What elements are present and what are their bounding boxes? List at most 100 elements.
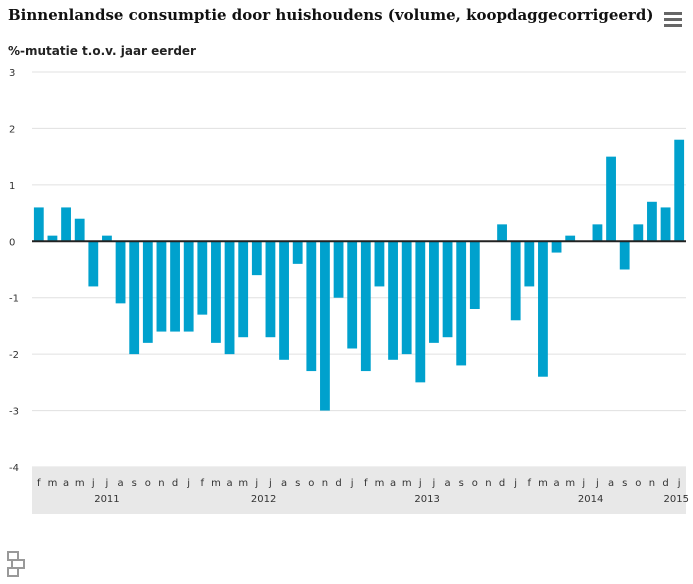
x-tick-label: s xyxy=(459,478,464,489)
x-tick-label: m xyxy=(538,478,548,489)
bar xyxy=(142,241,153,343)
bar xyxy=(33,207,44,242)
x-tick-label: m xyxy=(238,478,248,489)
x-tick-label: j xyxy=(268,478,272,489)
bar xyxy=(292,241,303,264)
x-tick-label: j xyxy=(350,478,354,489)
x-tick-label: n xyxy=(485,478,491,489)
bar xyxy=(388,241,398,360)
bar xyxy=(211,241,221,343)
x-tick-label: j xyxy=(91,478,95,489)
x-tick-label: j xyxy=(254,478,258,489)
x-tick-label: j xyxy=(186,478,190,489)
x-tick-label: o xyxy=(472,478,478,489)
x-tick-label: a xyxy=(63,478,69,489)
bar xyxy=(497,224,507,242)
x-tick-label: m xyxy=(75,478,85,489)
x-axis-band xyxy=(32,467,686,514)
bar xyxy=(606,156,616,242)
bar xyxy=(238,241,249,338)
bar xyxy=(592,224,603,242)
x-tick-label: m xyxy=(375,478,385,489)
bar xyxy=(633,224,644,242)
bar xyxy=(251,241,262,276)
x-tick-label: d xyxy=(662,478,668,489)
x-tick-label: f xyxy=(37,478,41,489)
year-label: 2014 xyxy=(578,494,603,505)
bar xyxy=(674,139,685,242)
bar xyxy=(47,235,58,242)
bar xyxy=(306,241,317,372)
y-tick-label: 3 xyxy=(9,68,15,79)
bar xyxy=(183,241,194,332)
y-tick-labels: 3 2 1 0 -1 -2 -3 -4 xyxy=(9,68,19,474)
bar xyxy=(374,241,385,287)
bar xyxy=(129,241,140,355)
bar xyxy=(619,241,630,270)
y-tick-label: 0 xyxy=(9,237,15,248)
bar xyxy=(156,241,167,332)
bar xyxy=(647,201,657,242)
bar xyxy=(170,241,180,332)
year-label: 2015 xyxy=(664,494,689,505)
year-label: 2011 xyxy=(94,494,119,505)
bar xyxy=(115,241,126,304)
bar xyxy=(456,241,467,366)
x-tick-label: d xyxy=(335,478,341,489)
x-tick-label: j xyxy=(105,478,109,489)
bar xyxy=(401,241,412,355)
bar xyxy=(74,218,85,242)
x-tick-label: s xyxy=(132,478,137,489)
y-tick-label: -3 xyxy=(9,407,19,418)
x-tick-label: n xyxy=(322,478,328,489)
bar xyxy=(88,241,99,287)
bar xyxy=(510,241,521,321)
bar xyxy=(265,241,276,338)
year-label: 2012 xyxy=(251,494,276,505)
x-tick-label: m xyxy=(402,478,412,489)
year-labels: 2011 2012 2013 2014 2015 xyxy=(94,494,689,505)
x-tick-label: a xyxy=(553,478,559,489)
x-tick-label: o xyxy=(308,478,314,489)
x-tick-label: f xyxy=(528,478,532,489)
bar xyxy=(565,235,576,242)
bar xyxy=(360,241,371,372)
bar xyxy=(442,241,453,338)
x-tick-label: j xyxy=(581,478,585,489)
bar xyxy=(102,235,112,242)
x-tick-label: j xyxy=(513,478,517,489)
y-tick-label: 1 xyxy=(9,181,15,192)
x-tick-label: a xyxy=(117,478,123,489)
x-tick-label: m xyxy=(211,478,221,489)
y-axis-label: %-mutatie t.o.v. jaar eerder xyxy=(8,44,196,58)
x-tick-label: m xyxy=(565,478,575,489)
x-tick-label: a xyxy=(608,478,614,489)
x-tick-label: d xyxy=(499,478,505,489)
x-tick-label: a xyxy=(444,478,450,489)
bars xyxy=(33,139,685,411)
x-axis-background xyxy=(32,467,686,514)
x-tick-label: j xyxy=(418,478,422,489)
bar xyxy=(333,241,344,298)
x-tick-label: a xyxy=(390,478,396,489)
y-tick-label: -2 xyxy=(9,350,19,361)
bar xyxy=(524,241,535,287)
bar xyxy=(660,207,671,242)
hamburger-menu-icon[interactable] xyxy=(664,12,682,28)
x-tick-label: m xyxy=(48,478,58,489)
x-tick-label: o xyxy=(635,478,641,489)
bar xyxy=(429,241,439,343)
y-tick-label: 2 xyxy=(9,124,15,135)
x-tick-label: d xyxy=(172,478,178,489)
x-tick-label: a xyxy=(281,478,287,489)
bar xyxy=(224,241,235,355)
bar xyxy=(415,241,426,383)
x-tick-label: j xyxy=(677,478,681,489)
x-tick-label: j xyxy=(432,478,436,489)
bar xyxy=(551,241,562,253)
bar xyxy=(347,241,358,349)
bar xyxy=(279,241,289,360)
bar xyxy=(469,241,480,309)
x-tick-label: n xyxy=(158,478,164,489)
